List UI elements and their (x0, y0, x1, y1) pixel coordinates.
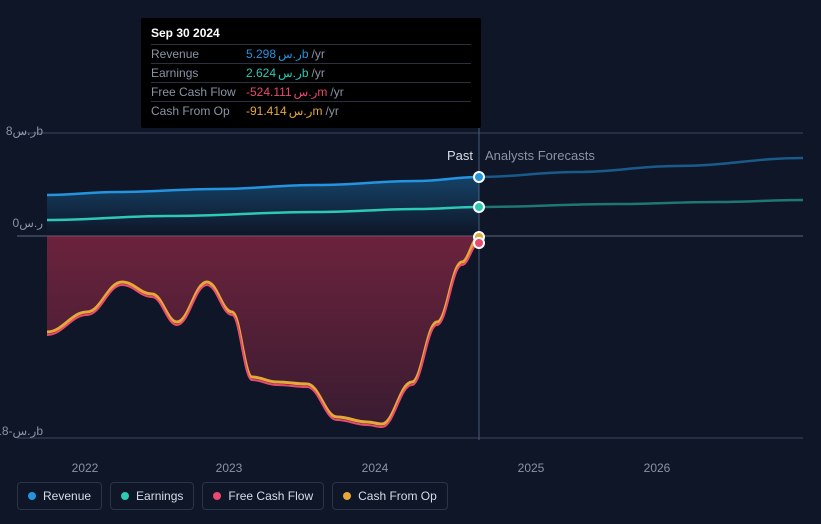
tooltip-suffix: /yr (312, 47, 325, 61)
x-tick-label: 2023 (216, 461, 243, 475)
x-tick-label: 2026 (644, 461, 671, 475)
y-tick-label: ر.س-18b (0, 424, 43, 438)
legend-item-revenue[interactable]: Revenue (17, 482, 102, 510)
legend-dot-icon (28, 492, 36, 500)
tooltip-row: Earnings 2.624 ر.سb /yr (151, 63, 471, 82)
x-tick-label: 2025 (518, 461, 545, 475)
legend-dot-icon (121, 492, 129, 500)
tooltip-row: Revenue 5.298 ر.سb /yr (151, 44, 471, 63)
section-label-past: Past (447, 148, 473, 163)
chart-svg (17, 125, 803, 445)
legend-dot-icon (213, 492, 221, 500)
tooltip-unit: ر.سb (278, 47, 308, 61)
tooltip-date: Sep 30 2024 (151, 26, 471, 40)
x-tick-label: 2022 (72, 461, 99, 475)
tooltip-label: Cash From Op (151, 104, 246, 118)
legend-item-fcf[interactable]: Free Cash Flow (202, 482, 324, 510)
section-label-forecast: Analysts Forecasts (485, 148, 595, 163)
y-tick-label: ر.س8b (6, 124, 43, 138)
legend-label: Free Cash Flow (228, 489, 313, 503)
tooltip-row: Cash From Op -91.414 ر.سm /yr (151, 101, 471, 120)
tooltip-unit: ر.سm (289, 104, 323, 118)
tooltip-value: -91.414 (246, 104, 287, 118)
tooltip-label: Free Cash Flow (151, 85, 246, 99)
tooltip-value: 2.624 (246, 66, 276, 80)
legend-label: Earnings (136, 489, 183, 503)
legend-label: Cash From Op (358, 489, 437, 503)
y-tick-label: ر.س0 (13, 216, 43, 230)
tooltip-suffix: /yr (330, 85, 343, 99)
x-tick-label: 2024 (362, 461, 389, 475)
legend-dot-icon (343, 492, 351, 500)
tooltip-row: Free Cash Flow -524.111 ر.سm /yr (151, 82, 471, 101)
tooltip-value: 5.298 (246, 47, 276, 61)
tooltip-suffix: /yr (325, 104, 338, 118)
tooltip-label: Revenue (151, 47, 246, 61)
tooltip-unit: ر.سb (278, 66, 308, 80)
chart-tooltip: Sep 30 2024 Revenue 5.298 ر.سb /yr Earni… (141, 18, 481, 128)
tooltip-unit: ر.سm (294, 85, 328, 99)
legend-label: Revenue (43, 489, 91, 503)
tooltip-suffix: /yr (312, 66, 325, 80)
legend-item-earnings[interactable]: Earnings (110, 482, 194, 510)
legend-item-cfo[interactable]: Cash From Op (332, 482, 448, 510)
tooltip-value: -524.111 (246, 85, 292, 99)
chart-area[interactable]: Past Analysts Forecasts ر.س8bر.س0ر.س-18b… (17, 125, 803, 445)
tooltip-label: Earnings (151, 66, 246, 80)
legend: Revenue Earnings Free Cash Flow Cash Fro… (17, 482, 448, 510)
